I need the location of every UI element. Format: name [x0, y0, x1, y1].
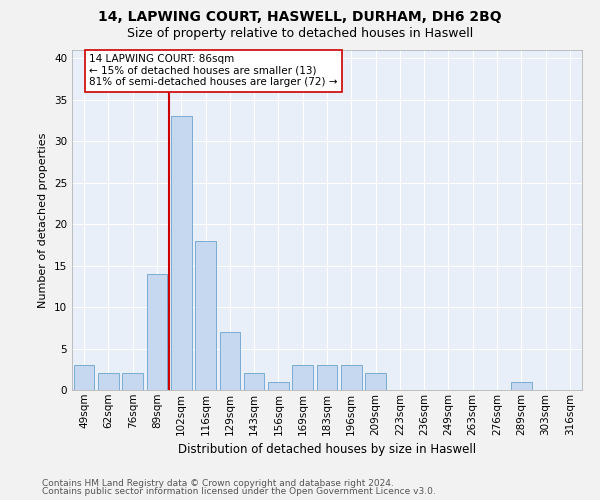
Bar — [146, 274, 167, 390]
Bar — [511, 382, 532, 390]
Bar — [122, 374, 143, 390]
Text: 14 LAPWING COURT: 86sqm
← 15% of detached houses are smaller (13)
81% of semi-de: 14 LAPWING COURT: 86sqm ← 15% of detache… — [89, 54, 337, 88]
Bar — [317, 365, 337, 390]
Y-axis label: Number of detached properties: Number of detached properties — [38, 132, 49, 308]
Text: Size of property relative to detached houses in Haswell: Size of property relative to detached ho… — [127, 28, 473, 40]
Bar — [74, 365, 94, 390]
Text: Contains public sector information licensed under the Open Government Licence v3: Contains public sector information licen… — [42, 487, 436, 496]
Bar — [244, 374, 265, 390]
Bar — [195, 240, 216, 390]
Text: 14, LAPWING COURT, HASWELL, DURHAM, DH6 2BQ: 14, LAPWING COURT, HASWELL, DURHAM, DH6 … — [98, 10, 502, 24]
Text: Contains HM Land Registry data © Crown copyright and database right 2024.: Contains HM Land Registry data © Crown c… — [42, 478, 394, 488]
Bar — [220, 332, 240, 390]
Bar — [171, 116, 191, 390]
Bar — [292, 365, 313, 390]
Bar — [268, 382, 289, 390]
X-axis label: Distribution of detached houses by size in Haswell: Distribution of detached houses by size … — [178, 443, 476, 456]
Bar — [365, 374, 386, 390]
Bar — [98, 374, 119, 390]
Bar — [341, 365, 362, 390]
